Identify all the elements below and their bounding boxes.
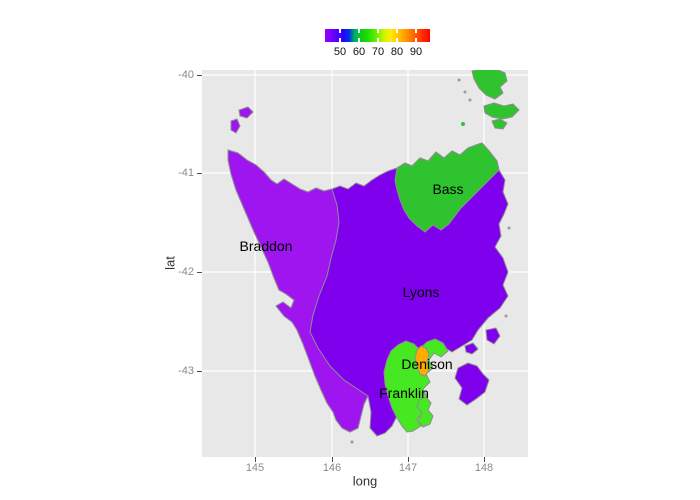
legend-tick-mark — [415, 29, 417, 33]
region-label-braddon: Braddon — [239, 238, 293, 254]
y-axis-title: lat — [162, 256, 178, 270]
y-axis-tick — [197, 371, 202, 372]
x-axis-tick — [484, 457, 485, 462]
legend-tick-mark — [377, 38, 379, 42]
y-tick-label: -43 — [178, 365, 194, 377]
tasmania-choropleth-map — [202, 70, 528, 457]
legend-colorbar — [325, 29, 430, 42]
island-clarke — [491, 118, 508, 130]
legend-tick-mark — [396, 38, 398, 42]
region-bass-shape — [394, 142, 500, 233]
x-tick-label: 147 — [398, 462, 418, 474]
legend-tick-label: 50 — [333, 46, 347, 58]
peninsula-tasman — [454, 342, 490, 406]
y-axis-tick — [197, 272, 202, 273]
x-axis-tick — [255, 457, 256, 462]
legend-tick-mark — [339, 38, 341, 42]
region-label-franklin: Franklin — [379, 385, 429, 401]
y-tick-label: -42 — [178, 266, 194, 278]
x-tick-label: 146 — [322, 462, 342, 474]
region-label-bass: Bass — [432, 181, 464, 197]
island-maria — [485, 327, 501, 345]
island-bruny — [416, 396, 434, 428]
legend-tick-mark — [358, 38, 360, 42]
legend-tick-label: 80 — [390, 46, 404, 58]
x-tick-label: 148 — [474, 462, 494, 474]
legend-tick-mark — [339, 29, 341, 33]
legend-tick-label: 90 — [409, 46, 423, 58]
island-hunter-group — [230, 106, 254, 134]
region-label-lyons: Lyons — [402, 284, 440, 300]
y-tick-label: -40 — [178, 69, 194, 81]
x-axis-tick — [332, 457, 333, 462]
y-tick-label: -41 — [178, 167, 194, 179]
x-axis-tick — [408, 457, 409, 462]
legend-tick-mark — [377, 29, 379, 33]
island-flinders — [471, 70, 508, 100]
x-axis-title: long — [352, 473, 378, 489]
legend-tick-mark — [396, 29, 398, 33]
region-label-denison: Denison — [401, 356, 453, 372]
y-axis-tick — [197, 75, 202, 76]
region-franklin-shape — [383, 338, 449, 433]
x-tick-label: 145 — [245, 462, 265, 474]
region-braddon-shape — [227, 149, 369, 433]
legend-tick-label: 70 — [371, 46, 385, 58]
legend-tick-label: 60 — [352, 46, 366, 58]
y-axis-tick — [197, 173, 202, 174]
legend-tick-mark — [415, 38, 417, 42]
islet-specks — [350, 78, 511, 444]
island-cape-barren — [483, 102, 520, 120]
legend-tick-mark — [358, 29, 360, 33]
region-denison-shape — [414, 345, 430, 377]
